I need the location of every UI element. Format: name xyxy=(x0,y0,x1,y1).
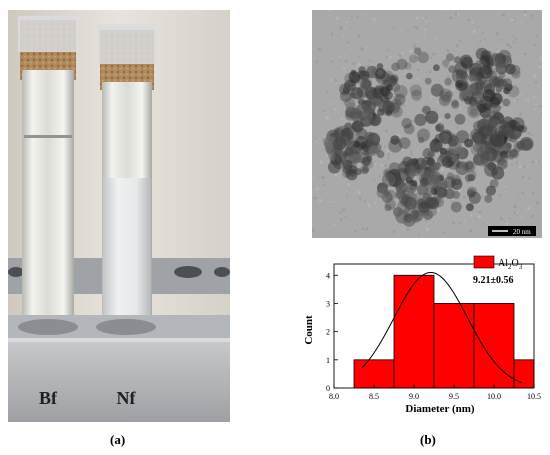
x-tick-label: 9.0 xyxy=(409,392,419,401)
x-tick-label: 10.5 xyxy=(527,392,541,401)
base-fluid-label: Bf xyxy=(39,388,58,408)
y-tick-label: 2 xyxy=(326,328,330,337)
plot-frame xyxy=(333,263,535,389)
legend-label: Al2O3 xyxy=(498,258,523,271)
test-tubes-illustration: Bf Nf xyxy=(8,10,230,422)
histogram-chart: 8.0 8.5 9.0 9.5 10.0 10.5 0 1 2 3 4 Al2O3 9.21±0.5… xyxy=(303,255,541,415)
y-tick-label: 0 xyxy=(326,384,330,393)
mean-annotation: 9.21±0.56 xyxy=(473,275,514,286)
y-axis-label: Count xyxy=(303,315,315,345)
x-tick-label: 8.5 xyxy=(369,392,379,401)
x-tick-label: 8.0 xyxy=(329,392,339,401)
gaussian-fit-curve xyxy=(361,271,523,384)
tem-image: 20 nm xyxy=(312,10,542,238)
scale-bar-box xyxy=(488,226,536,236)
y-tick-label: 4 xyxy=(326,271,330,280)
nanoparticle-cluster xyxy=(312,10,542,237)
legend-swatch xyxy=(473,255,495,269)
histogram-bar xyxy=(433,303,475,389)
histogram-bar xyxy=(473,303,515,389)
caption-a: (a) xyxy=(110,432,126,447)
caption-b: (b) xyxy=(420,432,436,447)
nanofluid-label: Nf xyxy=(117,388,137,408)
y-tick-label: 3 xyxy=(326,299,330,308)
x-tick-label: 9.5 xyxy=(449,392,459,401)
x-tick-label: 10.0 xyxy=(487,392,501,401)
size-distribution-histogram: 8.0 8.5 9.0 9.5 10.0 10.5 0 1 2 3 4 Al2O3 9.21±0.5… xyxy=(300,250,546,415)
x-axis-label: Diameter (nm) xyxy=(405,403,474,415)
histogram-bar xyxy=(393,274,435,389)
histogram-bar xyxy=(353,359,395,389)
test-tubes-photo: Bf Nf xyxy=(8,10,230,422)
scale-bar-label: 20 nm xyxy=(513,228,531,236)
tem-micrograph: 20 nm xyxy=(312,10,542,238)
y-tick-label: 1 xyxy=(326,356,330,365)
histogram-bar xyxy=(513,359,535,389)
